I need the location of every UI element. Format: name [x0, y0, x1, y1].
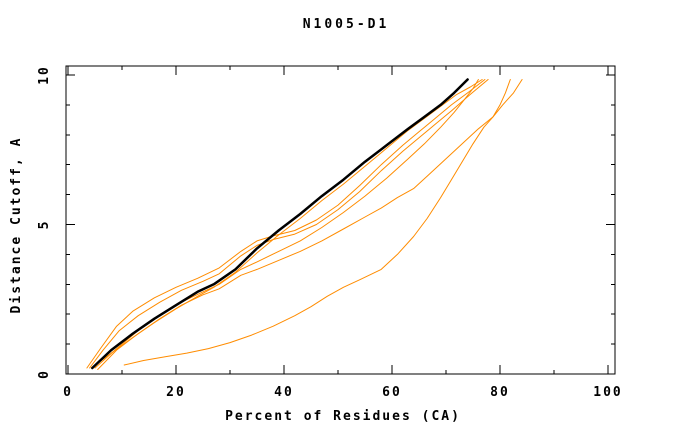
y-tick-label: 10 [37, 65, 52, 85]
x-tick-label: 0 [63, 385, 73, 400]
x-tick-label: 20 [166, 385, 186, 400]
x-tick-label: 60 [382, 385, 402, 400]
y-tick-label: 0 [37, 369, 52, 379]
series-model-3-upper-early [89, 79, 489, 369]
x-axis-label: Percent of Residues (CA) [225, 409, 461, 424]
series-reference-black [91, 78, 469, 370]
x-tick-label: 40 [274, 385, 294, 400]
y-tick-label: 5 [37, 220, 52, 230]
y-axis-label: Distance Cutoff, A [9, 137, 24, 314]
series-model-5-late-riser [97, 79, 523, 370]
x-tick-label: 100 [593, 385, 622, 400]
x-tick-label: 80 [490, 385, 510, 400]
series-curves [86, 78, 523, 370]
x-tick-labels: 0 20 40 60 80 100 [63, 385, 622, 400]
y-tick-labels: 0 5 10 [37, 65, 52, 379]
axis-ticks [66, 66, 615, 375]
chart-title: N1005-D1 [303, 17, 390, 32]
series-model-2-upper-early [86, 79, 486, 369]
series-model-6-low-outlier [123, 79, 511, 366]
plot-border [65, 65, 616, 375]
